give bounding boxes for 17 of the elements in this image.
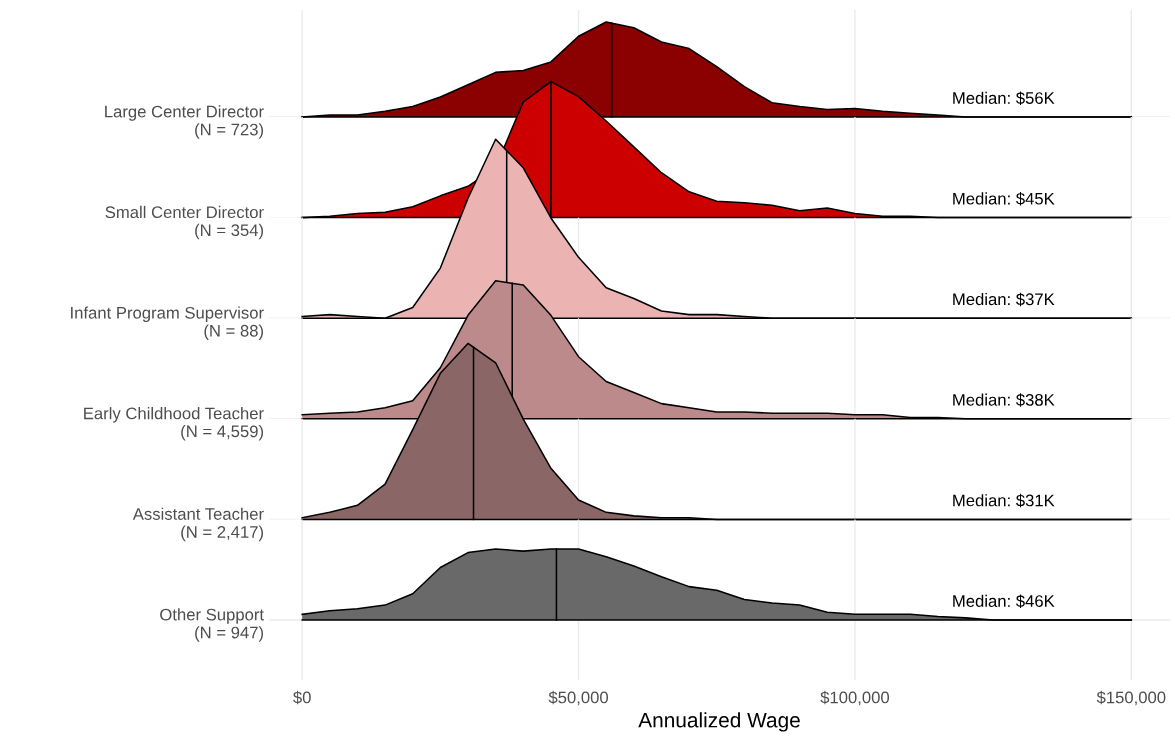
ref-line-label: Median: $45K [953,192,1055,206]
y-axis-title: Large Center Director (N = 723) [105,105,264,139]
y-axis-title: Small Center Director (N = 354) [105,205,264,240]
x-tick-label: $50,000 [548,690,609,706]
x-tick-label: $150,000 [1096,690,1166,706]
ref-line-label: Median: $38K [953,393,1055,407]
ref-line-label: Median: $31K [953,493,1055,508]
ref-line-label: Median: $56K [953,91,1055,105]
x-tick-label: $100,000 [820,690,890,706]
ref-line-label: Median: $46K [953,594,1055,608]
y-axis-title: Infant Program Supervisor (N = 88) [71,306,264,340]
y-axis-title: Early Childhood Teacher (N = 4,559) [84,407,264,441]
x-axis-title: Annualized Wage [638,712,800,732]
ref-line-label: Median: $37K [953,292,1055,307]
x-tick-label: $0 [293,690,311,705]
y-axis-title: Assistant Teacher (N = 2,417) [132,507,264,542]
y-axis-title: Other Support (N = 947) [160,608,264,642]
